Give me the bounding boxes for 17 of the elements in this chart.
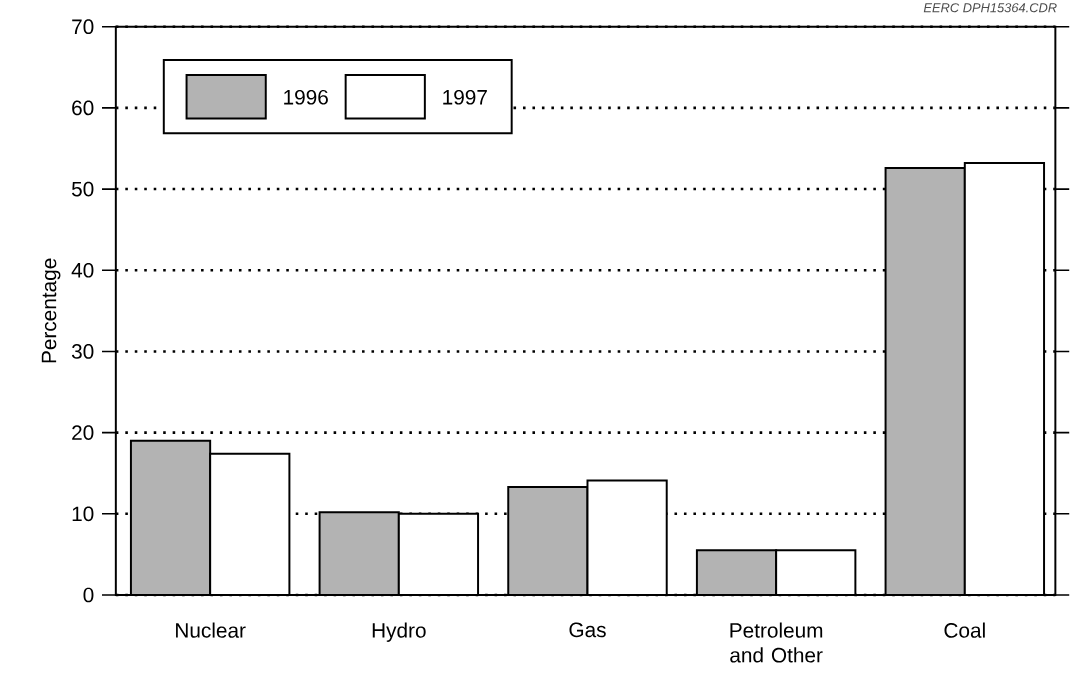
x-tick-label: Gas (569, 622, 606, 638)
y-tick-label: 60 (72, 100, 94, 116)
y-tick-label: 20 (72, 425, 94, 440)
y-tick-label: 10 (72, 506, 94, 522)
x-tick-label: Coal (944, 622, 985, 638)
text: EERC DPH15364.CDR (923, 3, 1057, 13)
y-tick-label: 0 (83, 587, 94, 603)
x-tick-label: Petroleum and Other (730, 622, 823, 663)
y-axis-title: Percentage (41, 258, 61, 363)
y-tick-label: 70 (72, 19, 94, 34)
y-tick-label: 40 (71, 262, 94, 278)
y-tick-label: 50 (71, 181, 94, 197)
x-tick-label: Hydro (372, 622, 426, 642)
y-tick-label: 30 (71, 344, 94, 359)
legend-label: 1996 (284, 89, 328, 105)
x-tick-label: Nuclear (176, 622, 246, 638)
legend-label: 1997 (443, 89, 487, 105)
